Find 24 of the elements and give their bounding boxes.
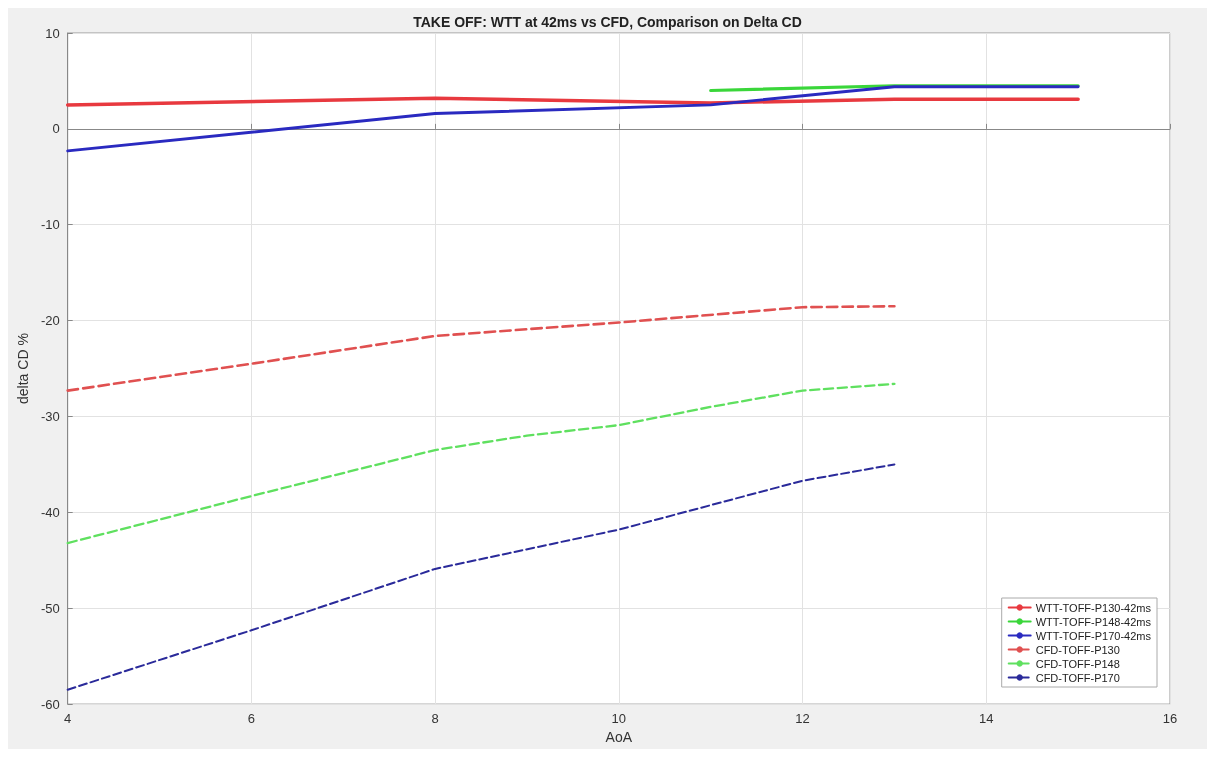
legend-label: WTT-TOFF-P148-42ms — [1035, 615, 1152, 628]
legend-label: CFD-TOFF-P170 — [1035, 671, 1120, 684]
x-tick-label: 8 — [431, 711, 439, 727]
x-tick-label: 6 — [247, 711, 256, 727]
y-tick-label: 0 — [52, 121, 60, 137]
legend-label: WTT-TOFF-P170-42ms — [1035, 629, 1152, 642]
y-tick-label: -30 — [40, 408, 60, 424]
legend-label: WTT-TOFF-P130-42ms — [1035, 601, 1152, 614]
x-axis-title: AoA — [605, 729, 633, 745]
x-tick-label: 12 — [795, 711, 810, 727]
y-axis-title: delta CD % — [15, 333, 31, 404]
y-tick-label: -20 — [40, 313, 60, 329]
y-tick-label: 10 — [45, 25, 60, 41]
legend-label: CFD-TOFF-P130 — [1035, 643, 1120, 656]
legend-label: CFD-TOFF-P148 — [1035, 657, 1120, 670]
x-tick-label: 16 — [1162, 711, 1178, 727]
y-tick-label: -60 — [40, 696, 60, 712]
y-tick-label: -40 — [40, 504, 60, 520]
x-tick-label: 10 — [611, 711, 627, 727]
chart-title: TAKE OFF: WTT at 42ms vs CFD, Comparison on Delta CD — [413, 14, 802, 30]
x-tick-label: 4 — [64, 711, 72, 727]
y-tick-label: -50 — [40, 600, 60, 616]
x-tick-label: 14 — [979, 711, 994, 727]
y-tick-label: -10 — [40, 217, 60, 233]
